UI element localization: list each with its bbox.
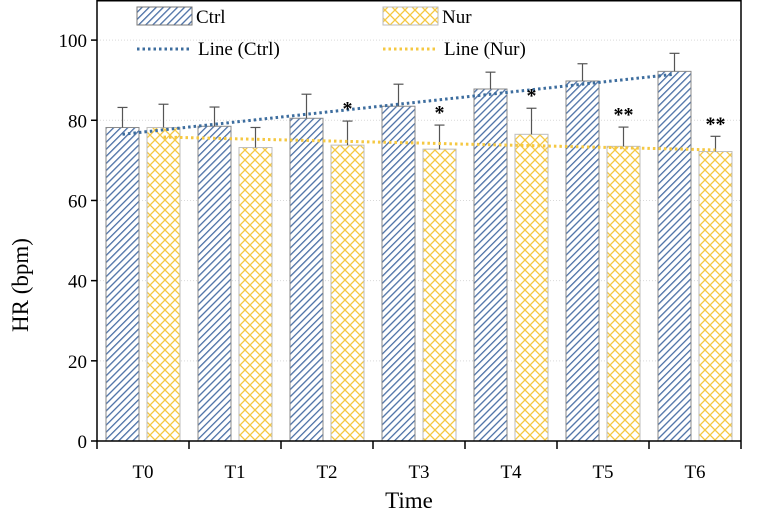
x-axis-title: Time (385, 488, 433, 513)
significance-t3: * (435, 102, 445, 124)
legend-label-line-ctrl: Line (Ctrl) (198, 39, 280, 60)
bar-nur-t6 (698, 151, 733, 442)
x-tick-label-t4: T4 (500, 462, 522, 483)
legend-swatch-nur (382, 6, 439, 26)
x-tick-label-t5: T5 (592, 462, 613, 483)
y-tick-label-4: 80 (68, 111, 87, 132)
significance-t4: * (527, 85, 537, 107)
legend-label-nur: Nur (442, 7, 472, 28)
y-tick-label-5: 100 (59, 31, 88, 52)
bar-ctrl-t4 (473, 88, 508, 442)
x-tick-label-t1: T1 (224, 462, 245, 483)
y-tick-label-0: 0 (78, 432, 88, 453)
bar-nur-t2 (330, 144, 365, 442)
bar-ctrl-t3 (381, 105, 416, 442)
legend-swatch-ctrl (136, 6, 193, 26)
significance-t6: ** (706, 113, 726, 135)
bar-ctrl-t6 (657, 70, 692, 442)
y-axis-title: HR (bpm) (8, 238, 33, 332)
bar-ctrl-t2 (289, 117, 324, 442)
legend-label-ctrl: Ctrl (196, 7, 226, 28)
y-tick-label-1: 20 (68, 352, 87, 373)
trendline-nur (163, 135, 716, 152)
bar-nur-t0 (146, 126, 181, 442)
legend: Ctrl Nur Line (Ctrl) Line (Nur) (136, 6, 526, 60)
bar-nur-t4 (514, 133, 549, 442)
bar-ctrl-t5 (565, 80, 600, 442)
y-tick-label-3: 60 (68, 191, 87, 212)
legend-label-line-nur: Line (Nur) (444, 39, 526, 60)
bar-ctrl-t1 (197, 125, 232, 442)
x-tick-label-t2: T2 (316, 462, 337, 483)
trendline-ctrl (122, 72, 675, 136)
bar-nur-t1 (238, 147, 273, 442)
significance-t5: ** (614, 104, 634, 126)
x-tick-label-t3: T3 (408, 462, 429, 483)
y-tick-label-2: 40 (68, 272, 87, 293)
significance-t2: * (343, 98, 353, 120)
x-tick-label-t6: T6 (684, 462, 705, 483)
bar-ctrl-t0 (105, 126, 140, 442)
bar-nur-t3 (422, 148, 457, 442)
bar-nur-t5 (606, 145, 641, 442)
x-tick-label-t0: T0 (132, 462, 153, 483)
